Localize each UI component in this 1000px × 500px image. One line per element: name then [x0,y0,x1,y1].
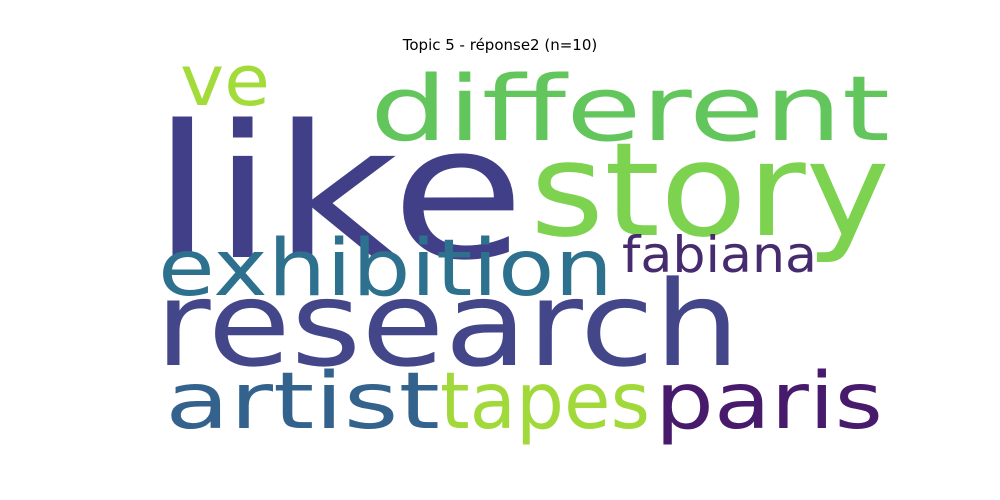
word-like: like [152,85,525,301]
word-fabiana: fabiana [622,226,817,284]
word-exhibition: exhibition [158,224,613,314]
word-artist: artist [165,357,440,447]
word-tapes: tapes [440,357,650,447]
word-ve: ve [180,40,270,122]
word-story: story [530,114,890,266]
chart-title: Topic 5 - réponse2 (n=10) [402,36,598,54]
word-different: different [370,57,890,162]
word-paris: paris [655,357,883,447]
word-research: research [155,255,740,393]
